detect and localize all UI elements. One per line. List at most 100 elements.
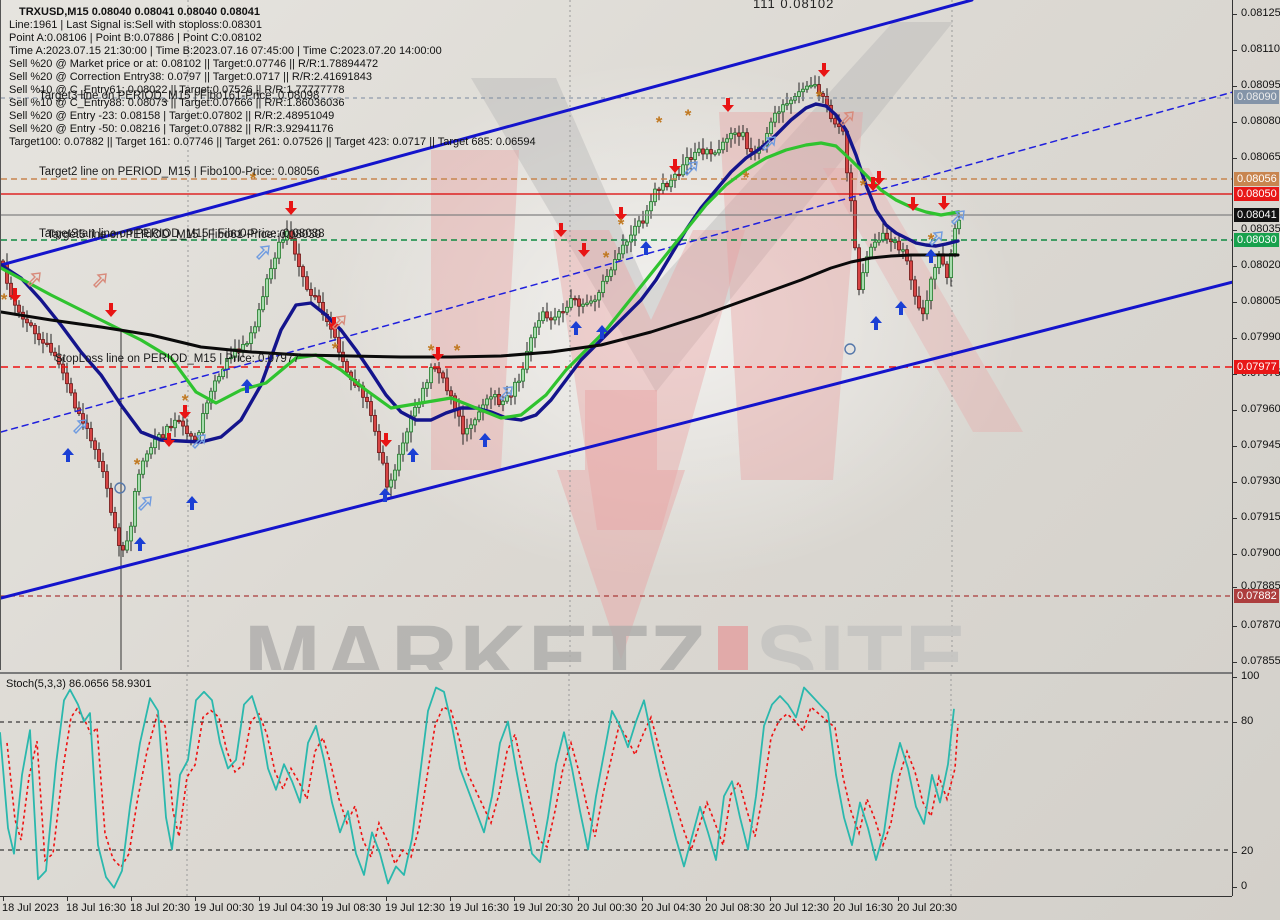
axis-tick: [1233, 50, 1237, 51]
hollow-arrow-icon: [192, 434, 206, 450]
buy-arrow-icon: [379, 488, 391, 502]
trend-line-0: [1, 0, 974, 267]
sell-arrow-icon: [669, 159, 681, 173]
logo-shape: [719, 112, 863, 480]
buy-arrow-icon: [925, 249, 937, 263]
axis-tick: [1233, 446, 1237, 447]
time-axis-label: 20 Jul 08:30: [705, 902, 765, 914]
axis-tick: [1233, 122, 1237, 123]
sell-arrow-icon: [867, 177, 879, 191]
price-axis-label: 0: [1241, 880, 1248, 892]
axis-tick: [131, 897, 132, 901]
hollow-arrow-icon: [93, 273, 107, 289]
price-axis-label: 0.07900: [1241, 547, 1280, 559]
buy-arrow-icon: [134, 537, 146, 551]
sell-arrow-icon: [163, 433, 175, 447]
hollow-arrow-icon: [840, 111, 854, 127]
buy-arrow-icon: [186, 496, 198, 510]
axis-tick: [1233, 158, 1237, 159]
time-axis-label: 20 Jul 00:30: [577, 902, 637, 914]
watermark-text-right: SITE: [755, 607, 969, 670]
axis-tick: [514, 897, 515, 901]
star-signal-icon: *: [428, 341, 435, 360]
price-axis-label: 0.08125: [1241, 7, 1280, 19]
stoch-main-line: [0, 686, 955, 889]
trend-line-2: [1, 91, 1233, 433]
time-axis-label: 19 Jul 16:30: [449, 902, 509, 914]
price-axis-label: 20: [1241, 845, 1254, 857]
signal-info-line: Sell %10 @ C_Entry61: 0.08022 || Target:…: [9, 84, 345, 96]
sell-arrow-icon: [722, 98, 734, 112]
ma-medium-green: [1, 141, 960, 420]
signal-info-line: Sell %10 @ C_Entry88: 0.08073 || Target:…: [9, 97, 345, 109]
time-axis-label: 20 Jul 12:30: [769, 902, 829, 914]
stochastic-params-label: Stoch(5,3,3) 86.0656 58.9301: [6, 678, 152, 690]
time-axis-label: 18 Jul 20:30: [130, 902, 190, 914]
star-signal-icon: *: [816, 87, 823, 106]
main-chart-pane[interactable]: * * * * * * * * * * * * * * * MARKETZ SITE TRXUSD,M15 0…: [0, 0, 1233, 670]
axis-tick: [1233, 86, 1237, 87]
price-axis-label: 0.07915: [1241, 511, 1280, 523]
star-signal-icon: *: [454, 341, 461, 360]
time-axis-label: 19 Jul 08:30: [321, 902, 381, 914]
axis-tick: [259, 897, 260, 901]
hollow-arrow-icon: [332, 315, 346, 331]
axis-tick: [195, 897, 196, 901]
axis-tick: [578, 897, 579, 901]
price-axis-label: 0.08080: [1241, 115, 1280, 127]
hollow-arrow-icon: [951, 210, 965, 226]
hline-label: TargetStart line on PERIOD_M15 | Fibo0-P…: [39, 228, 325, 240]
axis-tick: [1233, 374, 1237, 375]
pattern-count-label: 111 0.08102: [753, 0, 835, 11]
time-axis-label: 18 Jul 16:30: [66, 902, 126, 914]
time-axis-label: 20 Jul 20:30: [897, 902, 957, 914]
time-axis[interactable]: 18 Jul 2023 18 Jul 16:30 18 Jul 20:30 19 Ju…: [0, 896, 1232, 920]
price-axis-label: 100: [1241, 670, 1260, 682]
sell-arrow-icon: [380, 433, 392, 447]
price-badge: 0.08090: [1234, 90, 1279, 104]
candlestick-chart-canvas[interactable]: * * * * * * * * * * * * * * *: [1, 0, 1233, 670]
watermark-accent-block: [717, 626, 748, 670]
time-axis-label: 19 Jul 04:30: [258, 902, 318, 914]
price-axis-label: 0.07945: [1241, 439, 1280, 451]
sell-arrow-icon: [873, 171, 885, 185]
buy-arrow-icon: [570, 321, 582, 335]
axis-tick: [450, 897, 451, 901]
price-axis[interactable]: 0.08125 0.08110 0.08095 0.08080 0.08065 0.080…: [1232, 0, 1280, 896]
buy-arrow-icon: [640, 241, 652, 255]
hline-label: Target2 line on PERIOD_M15 | Fibo100-Pri…: [39, 166, 320, 178]
axis-tick: [1233, 302, 1237, 303]
ma-slow-black: [1, 253, 960, 359]
candle-bodies: [1, 84, 961, 551]
signal-info-line: Sell %20 @ Correction Entry38: 0.0797 ||…: [9, 71, 372, 83]
sell-arrow-icon: [615, 207, 627, 221]
time-axis-label: 18 Jul 2023: [2, 902, 59, 914]
axis-tick: [386, 897, 387, 901]
axis-tick: [642, 897, 643, 901]
price-badge: 0.08041: [1234, 208, 1279, 222]
axis-tick: [1233, 518, 1237, 519]
time-axis-label: 19 Jul 00:30: [194, 902, 254, 914]
star-signal-icon: *: [656, 113, 663, 132]
hollow-arrow-icon: [929, 231, 943, 247]
price-badge: 0.07882: [1234, 589, 1279, 603]
axis-tick: [1233, 482, 1237, 483]
star-signal-icon: *: [685, 106, 692, 125]
time-axis-label: 20 Jul 16:30: [833, 902, 893, 914]
sell-arrow-icon: [285, 201, 297, 215]
stochastic-indicator-pane[interactable]: Stoch(5,3,3) 86.0656 58.9301: [0, 672, 1232, 898]
axis-tick: [1233, 338, 1237, 339]
axis-tick: [1233, 887, 1237, 888]
price-axis-label: 0.08005: [1241, 295, 1280, 307]
price-axis-label: 0.08035: [1241, 223, 1280, 235]
hollow-arrow-icon: [73, 419, 87, 435]
hline-label: Target3 line on PERIOD_M15 | Fibo161-Pri…: [39, 90, 320, 102]
buy-arrow-icon: [62, 448, 74, 462]
ma-fast-navy: [1, 102, 960, 444]
sell-arrow-icon: [578, 243, 590, 257]
signal-info-line: Sell %20 @ Entry -50: 0.08216 | Target:0…: [9, 123, 334, 135]
stochastic-canvas[interactable]: [0, 674, 1232, 898]
axis-tick: [1233, 722, 1237, 723]
sell-arrow-icon: [179, 405, 191, 419]
axis-tick: [834, 897, 835, 901]
